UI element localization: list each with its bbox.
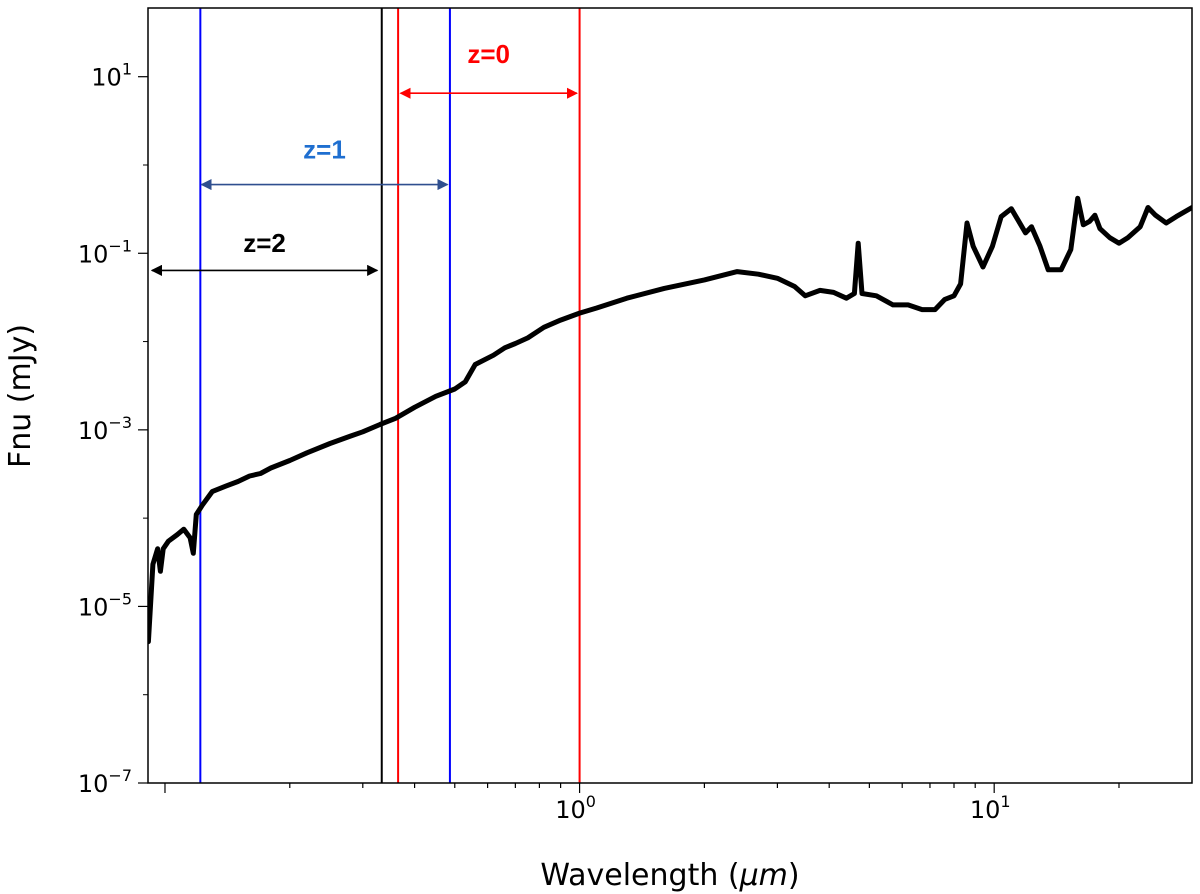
x-axis-label-close: ) [788,858,800,893]
x-axis-label-text: Wavelength ( [540,858,739,893]
y-tick-label-1: 10−1 [78,236,132,268]
y-axis-label: Fnu (mJy) [3,324,38,468]
plot-frame [147,7,1193,784]
axis-ticks: 100 101 101 10−1 10−3 10−5 10−7 [78,60,1120,824]
annotation-label-z0: z=0 [467,39,510,69]
y-tick-label-3: 10−5 [78,589,132,621]
annotations: z=0 z=1 z=2 [150,39,578,276]
y-tick-label-0: 101 [91,60,132,92]
y-tick-label-2: 10−3 [78,413,132,445]
x-axis-label-unit: μm [739,858,788,893]
series-line-sed [148,195,1192,645]
x-axis-label: Wavelength (μm) [540,858,799,893]
series-layer [148,195,1192,645]
x-tick-label-1: 101 [970,792,1011,824]
x-tick-label-0: 100 [555,792,596,824]
y-tick-label-4: 10−7 [78,766,132,798]
redshift-band-lines [199,8,581,783]
annotation-label-z1: z=1 [303,134,346,164]
annotation-label-z2: z=2 [243,228,286,258]
